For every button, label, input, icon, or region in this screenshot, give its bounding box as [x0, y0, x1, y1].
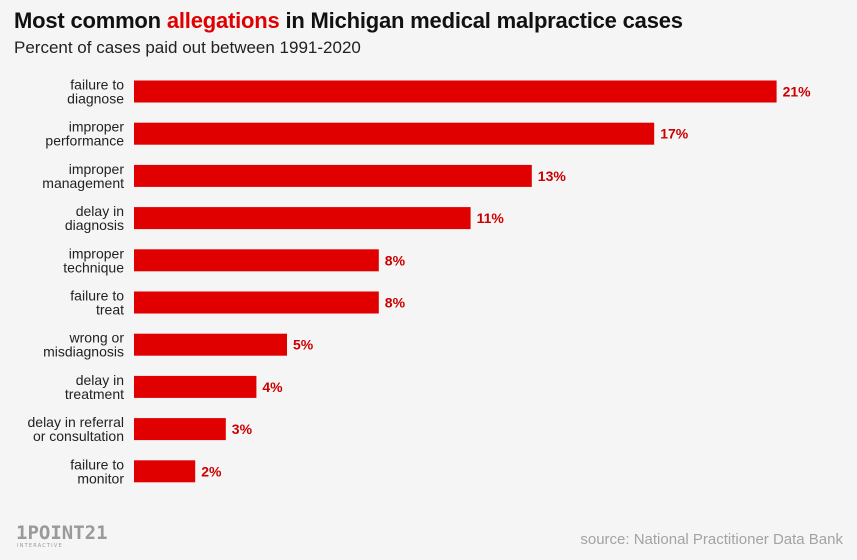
brand-logo-subtext: INTERACTIVE: [17, 543, 63, 549]
category-label-line: technique: [63, 259, 124, 275]
category-label-line: treatment: [65, 386, 124, 402]
title-part-1: Most common: [14, 8, 167, 33]
category-label-line: wrong or: [69, 330, 125, 346]
chart-subtitle: Percent of cases paid out between 1991-2…: [14, 38, 361, 57]
bar-2: [134, 164, 532, 187]
value-label: 8%: [385, 252, 406, 268]
bar-7: [134, 375, 257, 398]
category-label: delay in treatment: [65, 372, 124, 402]
title-part-2: in Michigan medical malpractice cases: [279, 8, 683, 33]
value-label: 17%: [660, 126, 689, 142]
value-label: 4%: [262, 379, 283, 395]
bar-0: [134, 80, 777, 103]
category-label: improper management: [42, 161, 124, 191]
category-label-line: monitor: [77, 470, 124, 486]
category-label: delay in diagnosis: [65, 203, 124, 233]
bar-4: [134, 249, 379, 272]
bar-6: [134, 333, 287, 356]
category-label: failure to treat: [70, 288, 124, 318]
brand-logo: 1POINT21: [16, 522, 108, 544]
category-label: improper performance: [45, 119, 124, 149]
title-highlight: allegations: [166, 8, 280, 33]
category-label-line: improper: [69, 119, 125, 135]
category-label-line: improper: [69, 161, 125, 177]
bar-1: [134, 122, 655, 145]
value-label: 21%: [783, 84, 812, 100]
category-label-line: failure to: [70, 288, 124, 304]
category-label: improper technique: [63, 245, 124, 275]
bar-3: [134, 207, 471, 230]
value-label: 5%: [293, 337, 314, 353]
category-label-line: delay in referral: [28, 414, 125, 430]
category-label-line: or consultation: [33, 428, 124, 444]
category-label-line: delay in: [76, 203, 124, 219]
category-label-line: diagnose: [67, 91, 124, 107]
category-label: failure to monitor: [70, 456, 124, 486]
category-label: wrong or misdiagnosis: [43, 330, 124, 360]
value-label: 8%: [385, 295, 406, 311]
category-label-line: performance: [45, 133, 124, 149]
category-label-line: delay in: [76, 372, 124, 388]
category-label-line: misdiagnosis: [43, 344, 124, 360]
category-label-line: diagnosis: [65, 217, 124, 233]
category-label-line: failure to: [70, 456, 124, 472]
chart-title: Most common allegations in Michigan medi…: [14, 8, 683, 34]
category-label-line: management: [42, 175, 124, 191]
category-label-line: failure to: [70, 77, 124, 93]
value-label: 3%: [232, 421, 253, 437]
bar-8: [134, 418, 226, 441]
category-label: delay in referral or consultation: [28, 414, 125, 444]
value-label: 2%: [201, 463, 222, 479]
category-label-line: improper: [69, 245, 125, 261]
source-note: source: National Practitioner Data Bank: [580, 531, 843, 548]
value-label: 11%: [477, 210, 505, 226]
category-label-line: treat: [96, 302, 124, 318]
bar-5: [134, 291, 379, 314]
category-label: failure to diagnose: [67, 77, 124, 107]
value-label: 13%: [538, 168, 567, 184]
bar-9: [134, 460, 196, 483]
